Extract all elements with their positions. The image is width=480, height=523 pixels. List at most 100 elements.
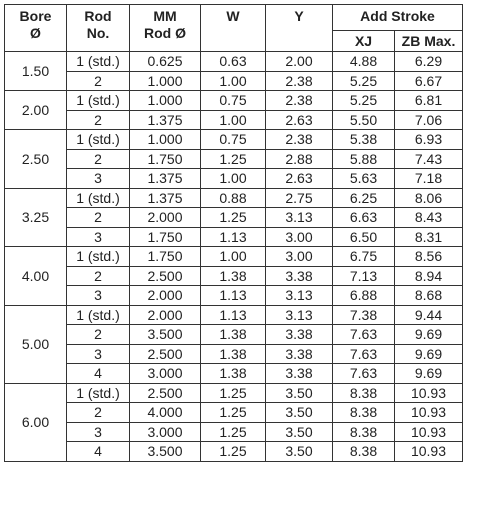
table-cell: 1.375 — [129, 187, 201, 208]
table-row: 5.00 1 (std.) 2.000 1.13 3.13 7.38 9.44 — [4, 304, 463, 384]
table-cell: 3.000 — [129, 363, 201, 384]
table-row: 4.00 1 (std.) 1.750 1.00 3.00 6.75 8.56 — [4, 246, 463, 306]
table-cell: 7.43 — [394, 148, 463, 169]
header-text: Rod Ø — [144, 25, 186, 41]
table-cell: 4.88 — [332, 51, 395, 72]
table-cell: 1.375 — [129, 168, 201, 189]
table-row: 3 1.750 1.13 3.00 6.50 8.31 — [5, 226, 463, 247]
table-cell: 2.38 — [265, 129, 333, 150]
table-cell: 8.38 — [332, 421, 395, 442]
table-cell: 1.00 — [200, 109, 266, 130]
table-cell: 3.13 — [265, 304, 333, 325]
table-cell: 2.88 — [265, 148, 333, 169]
table-cell: 7.06 — [394, 109, 463, 130]
table-body: 1.50 1 (std.) 0.625 0.63 2.00 4.88 6.29 2 1.000 1… — [4, 51, 463, 462]
table-cell: 1.38 — [200, 343, 266, 364]
table-cell: 1.13 — [200, 285, 266, 306]
table-row: 2 2.500 1.38 3.38 7.13 8.94 — [5, 265, 463, 286]
table-cell: 1.750 — [129, 246, 201, 267]
table-cell: 1.000 — [129, 129, 201, 150]
table-cell: 4 — [66, 441, 130, 462]
table-cell: 9.69 — [394, 324, 463, 345]
table-cell: 2 — [66, 148, 130, 169]
table-cell: 4 — [66, 363, 130, 384]
table-row: 4 3.000 1.38 3.38 7.63 9.69 — [5, 363, 463, 384]
table-cell: 5.25 — [332, 90, 395, 111]
header-cell: Rod No. — [66, 4, 130, 52]
table-cell: 0.625 — [129, 51, 201, 72]
table-cell: 1.38 — [200, 324, 266, 345]
table-cell: 6.93 — [394, 129, 463, 150]
table-cell: 2.00 — [265, 51, 333, 72]
table-cell: 3.00 — [265, 246, 333, 267]
table-cell: 10.93 — [394, 402, 463, 423]
table-row: 3 3.000 1.25 3.50 8.38 10.93 — [5, 421, 463, 442]
table-cell: 6.67 — [394, 70, 463, 91]
table-row: 4 3.500 1.25 3.50 8.38 10.93 — [5, 441, 463, 462]
table-row: 3 1.375 1.00 2.63 5.63 7.18 — [5, 168, 463, 189]
table-cell: 2.000 — [129, 304, 201, 325]
table-cell: 6.63 — [332, 207, 395, 228]
table-cell: 3.38 — [265, 363, 333, 384]
table-cell: 2 — [66, 207, 130, 228]
table-cell: 1.000 — [129, 70, 201, 91]
table-cell: 3 — [66, 168, 130, 189]
table-cell: 3.38 — [265, 343, 333, 364]
table-row: 2.50 1 (std.) 1.000 0.75 2.38 5.38 6.93 — [4, 129, 463, 189]
table-cell: 6.75 — [332, 246, 395, 267]
table-cell: 8.38 — [332, 441, 395, 462]
header-cell: XJ — [332, 30, 395, 52]
table-cell: 3.000 — [129, 421, 201, 442]
table-cell: 5.88 — [332, 148, 395, 169]
table-cell: 8.38 — [332, 402, 395, 423]
table-cell: 3.50 — [265, 441, 333, 462]
table-cell: 2.63 — [265, 109, 333, 130]
table-cell: 0.63 — [200, 51, 266, 72]
table-cell: 7.63 — [332, 343, 395, 364]
table-cell: 1 (std.) — [66, 246, 130, 267]
table-row: 2.00 1 (std.) 1.000 0.75 2.38 5.25 6.81 — [4, 90, 463, 130]
table-cell: 2.000 — [129, 207, 201, 228]
table-cell: 1.750 — [129, 226, 201, 247]
table-cell: 6.81 — [394, 90, 463, 111]
header-text: Bore — [19, 8, 52, 24]
table-cell: 1 (std.) — [66, 187, 130, 208]
table-cell: 2.75 — [265, 187, 333, 208]
table-cell: 3.500 — [129, 324, 201, 345]
table-cell: 8.38 — [332, 382, 395, 403]
table-cell: 2 — [66, 324, 130, 345]
table-cell: 10.93 — [394, 382, 463, 403]
table-row: 2 3.500 1.38 3.38 7.63 9.69 — [5, 324, 463, 345]
table-cell: 5.63 — [332, 168, 395, 189]
table-cell: 8.06 — [394, 187, 463, 208]
table-cell: 3.50 — [265, 402, 333, 423]
bore-cell: 2.50 — [4, 129, 67, 189]
table-cell: 2 — [66, 109, 130, 130]
table-cell: 8.94 — [394, 265, 463, 286]
table-cell: 6.88 — [332, 285, 395, 306]
table-cell: 1.25 — [200, 402, 266, 423]
table-cell: 2 — [66, 402, 130, 423]
table-cell: 0.75 — [200, 129, 266, 150]
table-cell: 3 — [66, 343, 130, 364]
table-cell: 1.13 — [200, 304, 266, 325]
table-cell: 8.56 — [394, 246, 463, 267]
table-cell: 3.50 — [265, 421, 333, 442]
table-cell: 3.50 — [265, 382, 333, 403]
table-cell: 4.000 — [129, 402, 201, 423]
header-cell: MM Rod Ø — [129, 4, 201, 52]
table-cell: 3.38 — [265, 265, 333, 286]
header-text: No. — [86, 25, 110, 41]
table-cell: 6.29 — [394, 51, 463, 72]
table-cell: 1.25 — [200, 382, 266, 403]
header-text: Rod — [84, 8, 112, 24]
table-cell: 3.13 — [265, 285, 333, 306]
table-cell: 1.25 — [200, 207, 266, 228]
table-cell: 7.38 — [332, 304, 395, 325]
table-cell: 7.63 — [332, 363, 395, 384]
table-cell: 7.13 — [332, 265, 395, 286]
table-cell: 6.25 — [332, 187, 395, 208]
table-cell: 1.25 — [200, 421, 266, 442]
table-cell: 1.25 — [200, 148, 266, 169]
